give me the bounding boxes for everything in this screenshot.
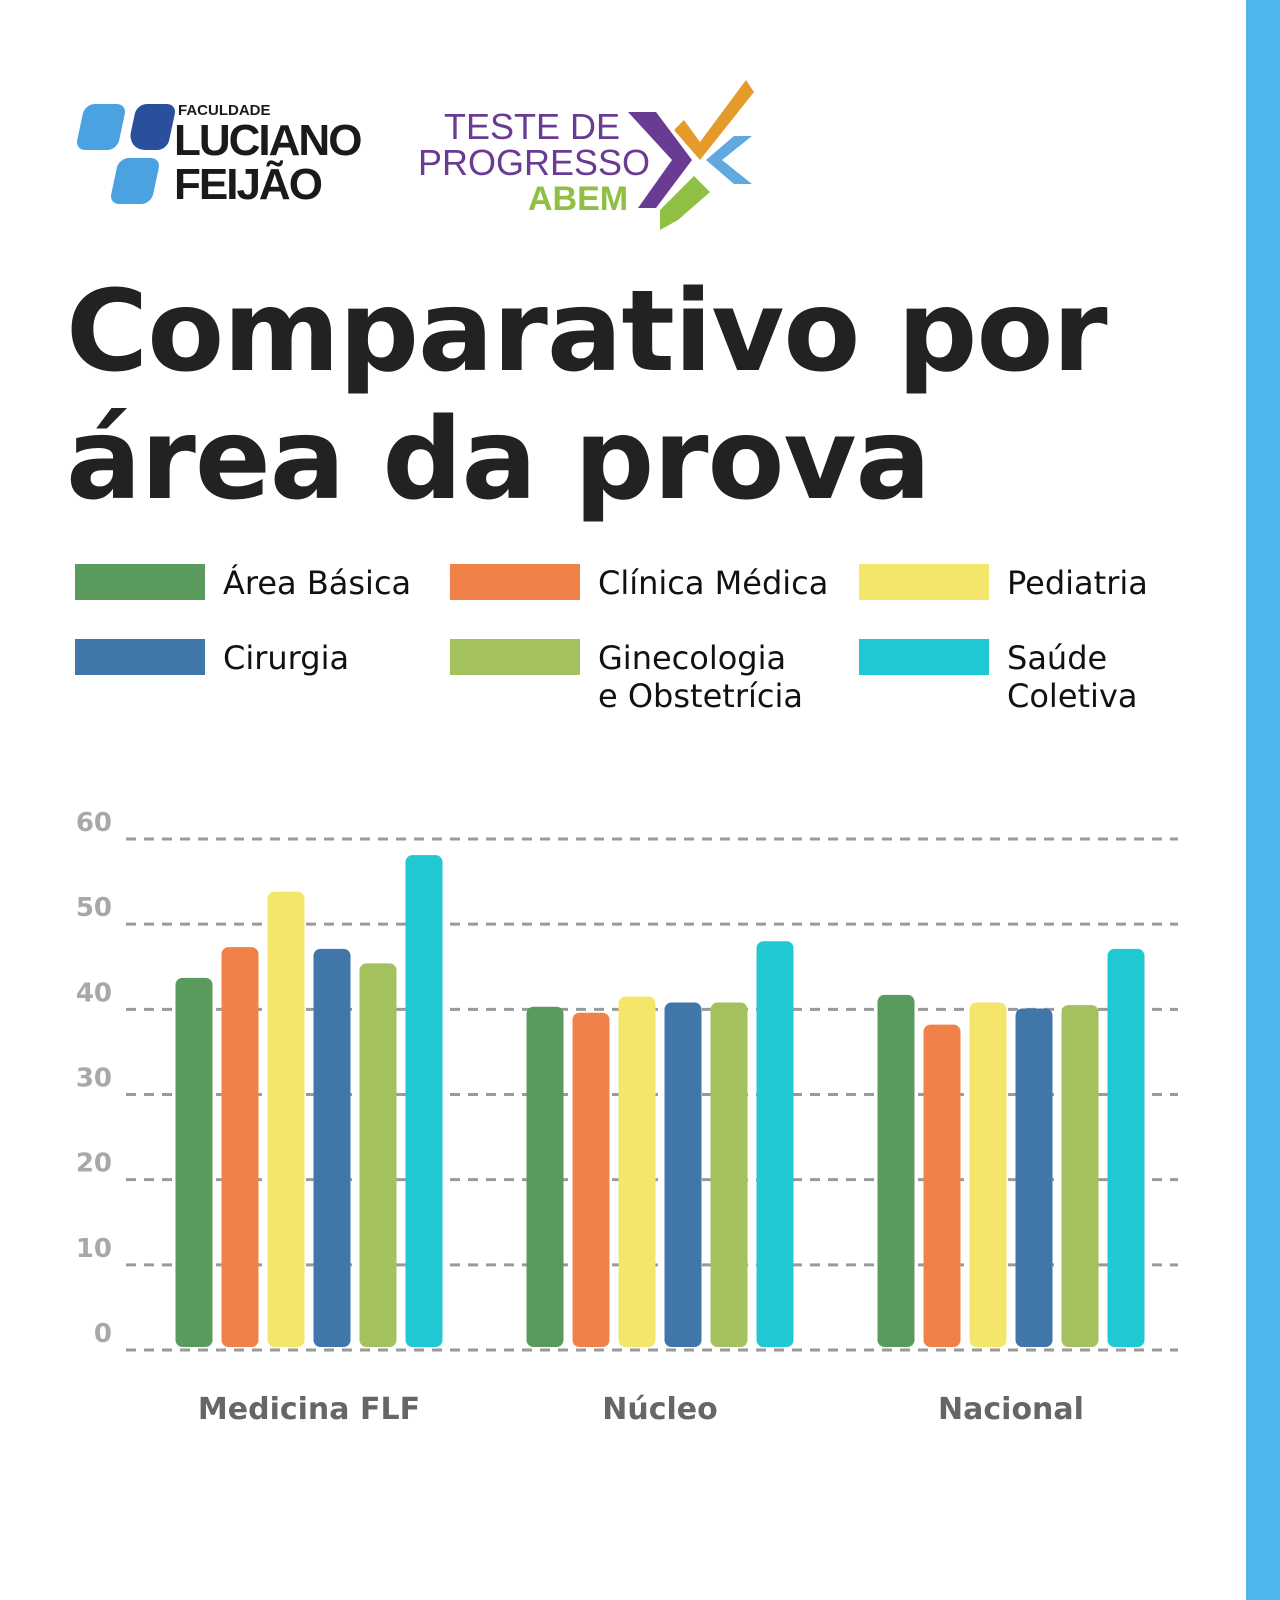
- bar-ginecologia-e-obstetr-cia: [359, 963, 397, 1347]
- x-category-label: Núcleo: [602, 1392, 718, 1427]
- x-category-label: Nacional: [938, 1392, 1084, 1427]
- legend-item: Saúde Coletiva: [859, 639, 1137, 715]
- y-tick-label: 40: [76, 978, 112, 1008]
- teste-de-progresso-abem-logo: TESTE DE PROGRESSO ABEM: [416, 80, 766, 230]
- legend-item: Pediatria: [859, 564, 1148, 602]
- legend-label: Cirurgia: [223, 639, 349, 677]
- logo-text: LUCIANO: [174, 116, 362, 165]
- y-tick-label: 60: [76, 808, 112, 838]
- legend-label-line: Cirurgia: [223, 639, 350, 677]
- legend-item: Área Básica: [75, 564, 411, 602]
- title-line-2: área da prova: [66, 395, 931, 525]
- bar-pediatria: [969, 1002, 1007, 1347]
- logo-text: ABEM: [528, 180, 629, 218]
- page-title: Comparativo por área da prova: [66, 267, 1108, 525]
- legend-item: Ginecologia e Obstetrícia: [450, 639, 803, 715]
- legend-label-line: e Obstetrícia: [598, 677, 803, 715]
- y-tick-label: 20: [76, 1149, 112, 1179]
- legend-label-line: Pediatria: [1007, 564, 1148, 602]
- title-line-1: Comparativo por: [66, 267, 1108, 397]
- legend-swatch: [859, 564, 989, 600]
- bar-pediatria: [618, 996, 656, 1347]
- legend-item: Cirurgia: [75, 639, 349, 677]
- legend-swatch: [450, 564, 580, 600]
- logo-text: FACULDADE: [178, 102, 271, 119]
- legend-label: Ginecologia e Obstetrícia: [598, 639, 803, 715]
- legend-label-line: Coletiva: [1007, 677, 1138, 715]
- bar-sa-de-coletiva: [1107, 948, 1145, 1347]
- legend-label: Área Básica: [223, 564, 411, 602]
- bar-cl-nica-m-dica: [572, 1012, 610, 1347]
- legend-label-line: Clínica Médica: [598, 564, 829, 602]
- check-x-mark-icon: [628, 80, 754, 230]
- bar-cl-nica-m-dica: [221, 947, 259, 1347]
- legend-swatch: [75, 564, 205, 600]
- bar-sa-de-coletiva: [756, 941, 794, 1347]
- logo-text: TESTE DE: [444, 106, 621, 147]
- legend-label-line: Ginecologia: [598, 639, 787, 677]
- bar-ginecologia-e-obstetr-cia: [710, 1002, 748, 1347]
- logo-text: FEIJÃO: [174, 160, 323, 209]
- x-category-label: Medicina FLF: [198, 1392, 420, 1427]
- legend-swatch: [450, 639, 580, 675]
- legend-label-line: Área Básica: [223, 564, 412, 602]
- legend-label: Saúde Coletiva: [1007, 639, 1137, 715]
- bar--rea-b-sica: [175, 977, 213, 1347]
- bar-pediatria: [267, 891, 305, 1347]
- bar-sa-de-coletiva: [405, 855, 443, 1347]
- legend-label: Pediatria: [1007, 564, 1148, 602]
- y-tick-label: 30: [76, 1064, 112, 1094]
- logo-text: PROGRESSO: [418, 142, 651, 183]
- legend-swatch: [859, 639, 989, 675]
- y-tick-label: 0: [94, 1319, 112, 1349]
- bar--rea-b-sica: [526, 1006, 564, 1347]
- y-tick-label: 10: [76, 1234, 112, 1264]
- y-tick-label: 50: [76, 893, 112, 923]
- side-accent-bar: [1246, 0, 1280, 1600]
- bar-cirurgia: [313, 948, 351, 1347]
- bar-ginecologia-e-obstetr-cia: [1061, 1005, 1099, 1347]
- faculdade-luciano-feijao-logo: FACULDADE LUCIANO FEIJÃO: [74, 102, 384, 212]
- bar-cirurgia: [664, 1002, 702, 1347]
- bar--rea-b-sica: [877, 994, 915, 1347]
- legend-label-line: Saúde: [1007, 639, 1108, 677]
- legend-swatch: [75, 639, 205, 675]
- legend-item: Clínica Médica: [450, 564, 828, 602]
- legend-label: Clínica Médica: [598, 564, 828, 602]
- bar-cl-nica-m-dica: [923, 1024, 961, 1347]
- bar-cirurgia: [1015, 1008, 1053, 1347]
